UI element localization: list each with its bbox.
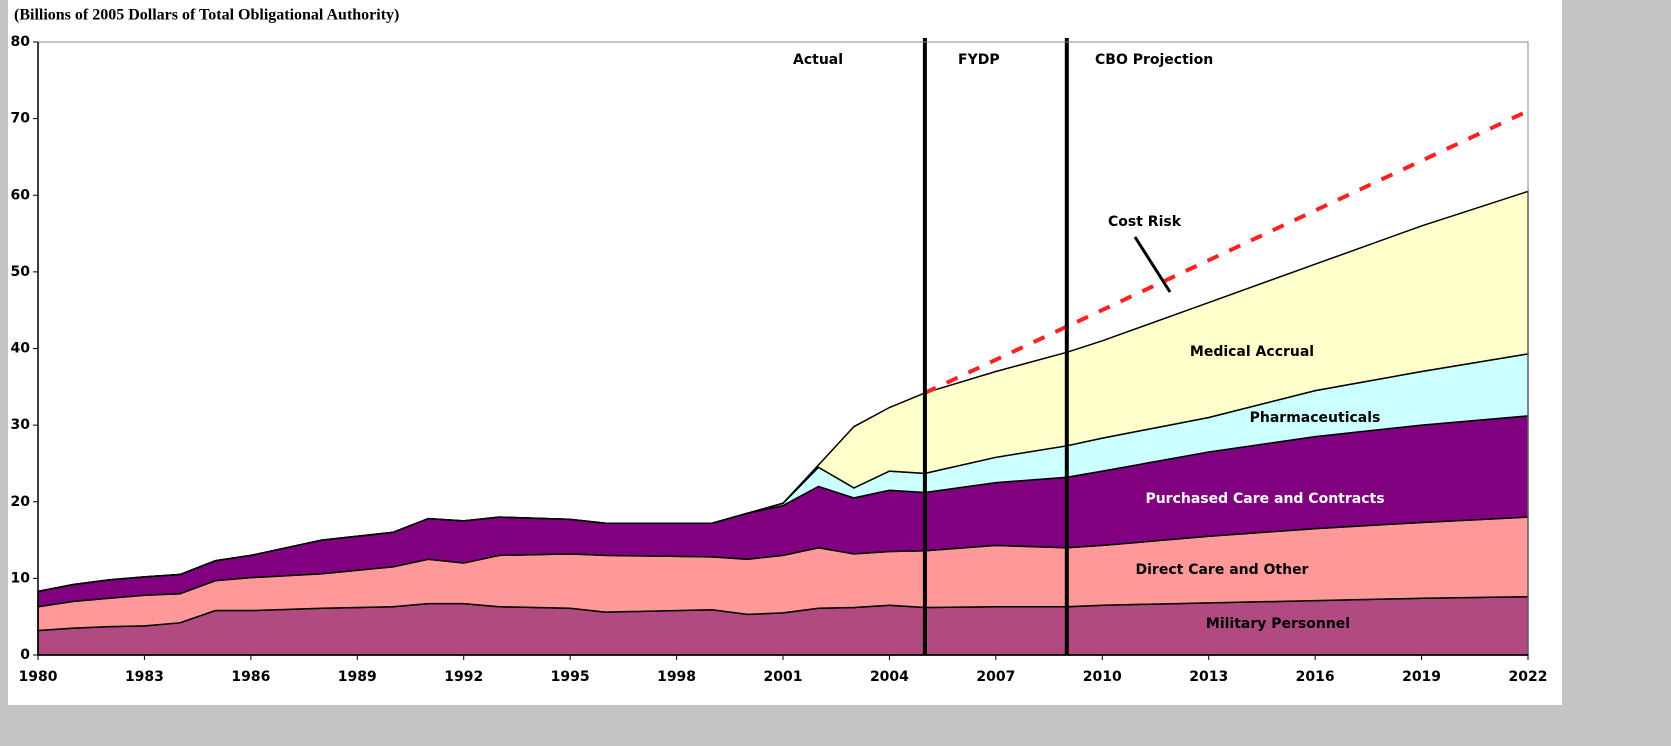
x-tick-label: 2016 [1296, 669, 1335, 685]
period-label: CBO Projection [1095, 52, 1213, 68]
leader-line [1133, 236, 1172, 293]
x-tick-label: 1992 [444, 669, 483, 685]
x-tick-label: 2001 [764, 669, 803, 685]
x-tick-label: 1983 [125, 669, 164, 685]
y-tick-label: 0 [20, 647, 30, 663]
x-tick-label: 1995 [551, 669, 590, 685]
y-tick-label: 50 [11, 264, 31, 280]
x-tick-label: 2022 [1509, 669, 1548, 685]
y-tick-label: 80 [11, 34, 31, 50]
period-label: Actual [793, 52, 843, 68]
series-label: Pharmaceuticals [1250, 410, 1381, 426]
y-tick-label: 40 [11, 341, 31, 357]
series-label: Military Personnel [1206, 616, 1350, 632]
x-tick-label: 1980 [19, 669, 58, 685]
x-tick-label: 2010 [1083, 669, 1122, 685]
y-tick-label: 30 [11, 417, 31, 433]
x-tick-label: 1998 [657, 669, 696, 685]
x-tick-label: 1986 [231, 669, 270, 685]
chart-title: (Billions of 2005 Dollars of Total Oblig… [14, 7, 399, 24]
y-tick-label: 70 [11, 111, 31, 127]
x-tick-label: 1989 [338, 669, 377, 685]
x-tick-label: 2013 [1189, 669, 1228, 685]
period-label: FYDP [958, 52, 1000, 68]
series-label: Medical Accrual [1190, 344, 1314, 360]
series-label: Direct Care and Other [1136, 562, 1309, 578]
series-label: Purchased Care and Contracts [1145, 491, 1384, 507]
x-tick-label: 2019 [1402, 669, 1441, 685]
x-tick-label: 2007 [976, 669, 1015, 685]
y-tick-label: 10 [11, 570, 31, 586]
annotation: Cost Risk [1108, 214, 1182, 230]
y-tick-label: 60 [11, 187, 31, 203]
y-tick-label: 20 [11, 494, 31, 510]
cost-risk-line [924, 109, 1529, 395]
x-tick-label: 2004 [870, 669, 909, 685]
